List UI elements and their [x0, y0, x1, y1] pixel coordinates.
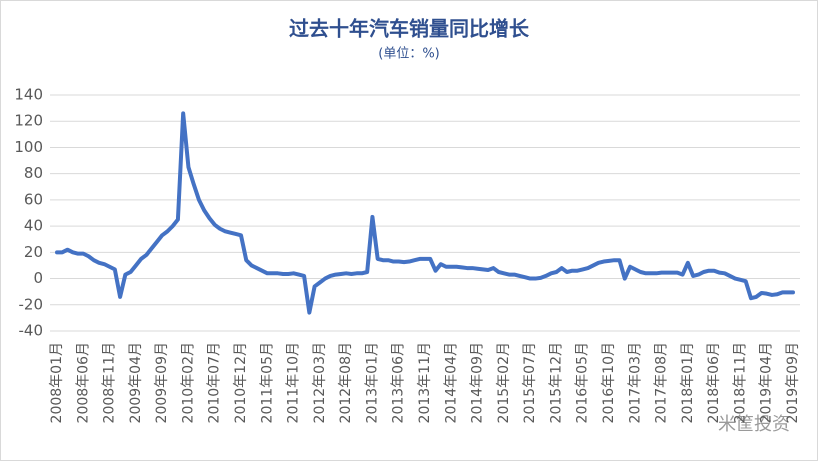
x-tick-label: 2014年04月 [443, 342, 459, 423]
x-tick-label: 2014年09月 [470, 342, 486, 423]
watermark: 米筐投资 [718, 414, 790, 435]
x-tick-label: 2019年04月 [759, 342, 775, 423]
x-tick-label: 2011年05月 [259, 342, 275, 423]
x-tick-label: 2013年11月 [417, 342, 433, 423]
x-tick-label: 2008年06月 [75, 342, 91, 423]
x-tick-label: 2008年01月 [49, 342, 65, 423]
x-tick-label: 2010年07月 [207, 342, 223, 423]
x-tick-label: 2012年08月 [338, 342, 354, 423]
y-tick-label: 120 [14, 112, 43, 130]
y-tick-label: 20 [24, 243, 43, 261]
x-tick-label: 2015年02月 [496, 342, 512, 423]
y-tick-label: 60 [24, 190, 43, 208]
x-tick-label: 2015年07月 [522, 342, 538, 423]
x-tick-label: 2016年10月 [601, 342, 617, 423]
y-tick-label: 0 [33, 269, 43, 287]
y-tick-label: 100 [14, 138, 43, 156]
x-tick-label: 2013年06月 [391, 342, 407, 423]
x-tick-label: 2009年04月 [128, 342, 144, 423]
y-tick-label: 80 [24, 164, 43, 182]
x-tick-label: 2018年06月 [706, 342, 722, 423]
x-tick-label: 2015年12月 [548, 342, 564, 423]
y-tick-label: -20 [19, 295, 44, 313]
x-tick-label: 2010年02月 [180, 342, 196, 423]
x-tick-label: 2012年03月 [312, 342, 328, 423]
y-tick-label: 40 [24, 217, 43, 235]
y-tick-label: -40 [19, 322, 44, 340]
chart-title: 过去十年汽车销量同比增长 [289, 17, 530, 41]
x-tick-label: 2017年03月 [627, 342, 643, 423]
x-tick-label: 2018年11月 [732, 342, 748, 423]
x-tick-label: 2018年01月 [680, 342, 696, 423]
x-tick-label: 2011年10月 [286, 342, 302, 423]
y-tick-label: 140 [14, 86, 43, 104]
series-line [55, 111, 795, 315]
x-tick-label: 2013年01月 [364, 342, 380, 423]
x-tick-label: 2008年11月 [102, 342, 118, 423]
x-tick-label: 2016年05月 [575, 342, 591, 423]
x-tick-label: 2009年09月 [154, 342, 170, 423]
x-tick-label: 2019年09月 [785, 342, 801, 423]
x-tick-label: 2017年08月 [654, 342, 670, 423]
x-tick-label: 2010年12月 [233, 342, 249, 423]
chart-subtitle: (单位：%) [378, 47, 440, 62]
